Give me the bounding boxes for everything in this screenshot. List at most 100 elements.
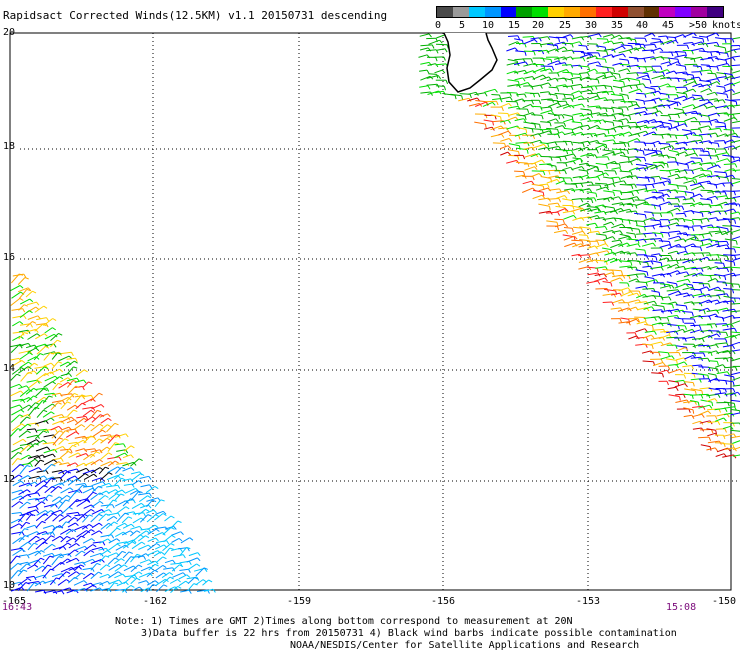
- wind-barb: [27, 435, 38, 437]
- wind-barb: [35, 566, 43, 571]
- wind-barb: [554, 230, 565, 232]
- wind-barb-tick: [37, 334, 40, 336]
- wind-barb-tick: [531, 59, 532, 63]
- wind-barb: [506, 160, 517, 163]
- wind-barb: [699, 233, 710, 235]
- wind-barb: [733, 196, 740, 198]
- wind-barb: [603, 140, 614, 142]
- wind-barb-tick: [36, 536, 39, 538]
- wind-barb-tick: [565, 142, 567, 146]
- wind-barb-tick: [27, 490, 30, 493]
- wind-barb-tick: [622, 290, 623, 294]
- wind-barb: [196, 568, 204, 576]
- wind-barb-tick: [51, 418, 54, 421]
- wind-barb-tick: [131, 446, 134, 448]
- wind-barb-tick: [566, 163, 567, 167]
- wind-barb: [668, 387, 677, 389]
- wind-barb: [690, 330, 701, 333]
- wind-barb: [562, 72, 571, 73]
- legend-swatch: [707, 7, 723, 17]
- wind-barb: [498, 131, 508, 135]
- wind-barb-tick: [74, 393, 78, 395]
- wind-barb-tick: [718, 287, 721, 290]
- wind-barb: [83, 583, 91, 585]
- wind-barb-tick: [96, 452, 100, 454]
- wind-barb-tick: [621, 271, 622, 275]
- wind-barb: [603, 150, 614, 151]
- wind-barb-tick: [126, 582, 129, 585]
- wind-barb-tick: [726, 173, 727, 177]
- wind-barb-tick: [42, 521, 46, 523]
- wind-barb: [562, 98, 571, 99]
- wind-barb-tick: [139, 459, 143, 461]
- wind-barb: [420, 62, 429, 64]
- wind-barb-tick: [560, 158, 561, 162]
- wind-barb: [659, 265, 669, 268]
- wind-barb: [716, 153, 728, 156]
- wind-barb-tick: [719, 331, 720, 335]
- wind-barb-tick: [571, 86, 573, 90]
- wind-barb-tick: [146, 581, 149, 584]
- wind-barb-tick: [614, 76, 616, 79]
- wind-barb: [644, 277, 653, 279]
- wind-barb: [627, 239, 638, 240]
- wind-barb: [27, 429, 35, 430]
- wind-barb: [138, 545, 148, 549]
- wind-barb-tick: [164, 585, 168, 587]
- wind-barb-tick: [630, 116, 631, 120]
- wind-barb-tick: [727, 372, 729, 375]
- wind-barb: [187, 558, 198, 562]
- wind-barb: [644, 256, 656, 257]
- wind-barb: [643, 70, 655, 73]
- wind-barb: [667, 101, 677, 103]
- wind-barb: [525, 167, 535, 171]
- wind-barb: [484, 89, 495, 92]
- wind-barb-tick: [557, 179, 560, 182]
- wind-barb: [563, 119, 572, 122]
- wind-barb: [26, 291, 32, 297]
- wind-barb: [659, 70, 667, 73]
- wind-barb-tick: [129, 552, 133, 554]
- wind-barb-tick: [628, 143, 629, 147]
- wind-barb-tick: [76, 572, 79, 574]
- wind-barb-tick: [700, 129, 702, 133]
- wind-barb-tick: [91, 424, 95, 426]
- wind-barb: [52, 497, 59, 502]
- wind-barb-tick: [711, 52, 712, 56]
- wind-barb: [708, 218, 716, 220]
- legend-label: 35: [611, 20, 623, 31]
- wind-barb: [684, 253, 693, 255]
- wind-barb-tick: [535, 163, 537, 167]
- wind-barb: [85, 492, 93, 501]
- wind-barb-tick: [556, 166, 557, 170]
- wind-barb: [684, 415, 692, 416]
- wind-barb: [691, 77, 699, 78]
- wind-barb: [660, 284, 670, 285]
- wind-barb: [154, 533, 162, 537]
- wind-barb: [659, 143, 670, 144]
- wind-barb: [531, 115, 542, 116]
- wind-barb: [619, 59, 628, 60]
- wind-barb-tick: [613, 237, 616, 240]
- wind-barb: [644, 127, 655, 128]
- wind-barb-tick: [36, 348, 39, 351]
- wind-barb: [61, 352, 72, 353]
- wind-barb: [10, 563, 18, 570]
- wind-barb: [612, 168, 620, 170]
- wind-barb: [669, 231, 680, 232]
- wind-barb-tick: [122, 490, 125, 493]
- wind-barb: [83, 568, 93, 570]
- wind-barb: [130, 526, 139, 529]
- wind-barb-tick: [701, 220, 702, 224]
- wind-barb: [59, 439, 65, 445]
- lat-label-10: 10: [3, 580, 15, 591]
- wind-barb: [667, 282, 677, 284]
- wind-barb: [563, 150, 572, 151]
- wind-barb-tick: [676, 127, 678, 130]
- wind-barb-tick: [677, 52, 678, 56]
- wind-barb-tick: [51, 569, 55, 570]
- legend-swatch: [469, 7, 485, 17]
- wind-barb: [692, 414, 702, 416]
- wind-barb-tick: [115, 423, 119, 425]
- wind-barb-tick: [662, 135, 663, 139]
